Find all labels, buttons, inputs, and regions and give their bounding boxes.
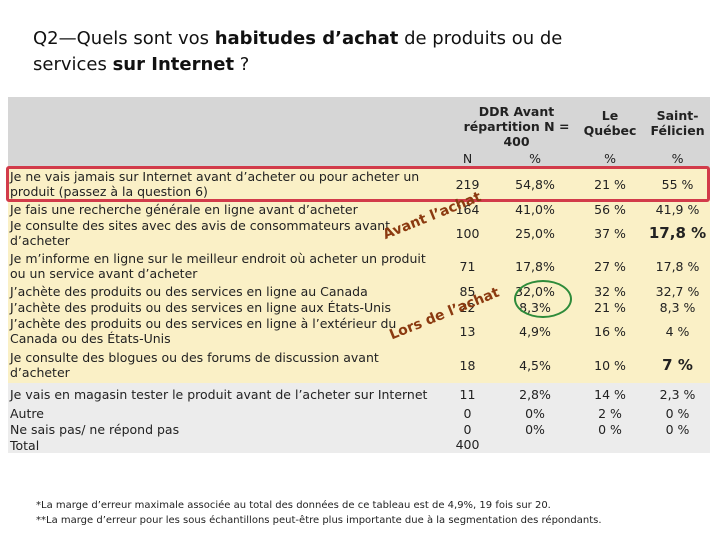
subheader-cell: N bbox=[440, 149, 495, 167]
title-bold: sur Internet bbox=[112, 54, 235, 75]
table-row: Je m’informe en ligne sur le meilleur en… bbox=[8, 249, 711, 283]
cell: 0 bbox=[440, 421, 495, 437]
row-label: Ne sais pas/ ne répond pas bbox=[8, 421, 440, 437]
row-label: Je consulte des blogues ou des forums de… bbox=[8, 347, 440, 383]
header-row: DDR Avant répartition N = 400 Le Québec Sa… bbox=[8, 97, 711, 167]
title-text: de produits ou de bbox=[398, 28, 563, 49]
cell: 0% bbox=[495, 421, 576, 437]
cell: 2 % bbox=[575, 405, 646, 421]
table: DDR Avant répartition N = 400 Le Québec Sa… bbox=[8, 97, 711, 453]
cell: 17,8 % bbox=[645, 217, 711, 249]
cell: 22 bbox=[440, 299, 495, 315]
table-row: Autre 0 0% 2 % 0 % bbox=[8, 405, 711, 421]
cell: 56 % bbox=[575, 201, 646, 217]
table-row: Je vais en magasin tester le produit ava… bbox=[8, 383, 711, 405]
cell: 10 % bbox=[575, 347, 646, 383]
cell: 71 bbox=[440, 249, 495, 283]
title: Q2—Quels sont vos habitudes d’achat de p… bbox=[33, 26, 593, 78]
row-label: J’achète des produits ou des services en… bbox=[8, 283, 440, 299]
table-row: Je fais une recherche générale en ligne … bbox=[8, 201, 711, 217]
row-label: Je m’informe en ligne sur le meilleur en… bbox=[8, 249, 440, 283]
cell: 8,3 % bbox=[645, 299, 711, 315]
cell: 164 bbox=[440, 201, 495, 217]
cell: 0 % bbox=[575, 421, 646, 437]
cell: 55 % bbox=[645, 167, 711, 201]
table-row: Je consulte des blogues ou des forums de… bbox=[8, 347, 711, 383]
title-text: Q2—Quels sont vos bbox=[33, 28, 215, 49]
cell bbox=[645, 437, 711, 453]
row-label: Je vais en magasin tester le produit ava… bbox=[8, 383, 440, 405]
subheader-cell: % bbox=[645, 149, 711, 167]
cell: 21 % bbox=[575, 167, 646, 201]
footnote: *La marge d’erreur maximale associée au … bbox=[36, 500, 551, 511]
cell: 7 % bbox=[645, 347, 711, 383]
cell: 0 % bbox=[645, 421, 711, 437]
footnote: **La marge d’erreur pour les sous échant… bbox=[36, 515, 602, 526]
table-row: J’achète des produits ou des services en… bbox=[8, 299, 711, 315]
table-row: J’achète des produits ou des services en… bbox=[8, 315, 711, 347]
cell: 54,8% bbox=[495, 167, 576, 201]
cell: 100 bbox=[440, 217, 495, 249]
cell: 0% bbox=[495, 405, 576, 421]
header-cell: Le Québec bbox=[575, 97, 646, 149]
table-row: Total 400 bbox=[8, 437, 711, 453]
cell: 4,9% bbox=[495, 315, 576, 347]
cell: 18 bbox=[440, 347, 495, 383]
footnotes: *La marge d’erreur maximale associée au … bbox=[36, 498, 602, 528]
cell: 32 % bbox=[575, 283, 646, 299]
cell: 17,8 % bbox=[645, 249, 711, 283]
cell: 37 % bbox=[575, 217, 646, 249]
cell: 16 % bbox=[575, 315, 646, 347]
cell bbox=[495, 437, 576, 453]
cell: 0 bbox=[440, 405, 495, 421]
header-cell: Saint-Félicien bbox=[645, 97, 711, 149]
highlight-box bbox=[6, 166, 710, 202]
cell: 85 bbox=[440, 283, 495, 299]
row-label: Je ne vais jamais sur Internet avant d’a… bbox=[8, 167, 440, 201]
row-label: Total bbox=[8, 437, 440, 453]
cell: 41,0% bbox=[495, 201, 576, 217]
table-row: Je ne vais jamais sur Internet avant d’a… bbox=[8, 167, 711, 201]
table-row: Je consulte des sites avec des avis de c… bbox=[8, 217, 711, 249]
cell: 41,9 % bbox=[645, 201, 711, 217]
subheader-row: N%%% bbox=[8, 149, 711, 167]
header-cell: DDR Avant répartition N = 400 bbox=[440, 97, 576, 149]
subheader-cell: % bbox=[575, 149, 646, 167]
cell: 17,8% bbox=[495, 249, 576, 283]
cell: 0 % bbox=[645, 405, 711, 421]
cell bbox=[575, 437, 646, 453]
title-text: services bbox=[33, 54, 113, 75]
cell: 21 % bbox=[575, 299, 646, 315]
cell: 14 % bbox=[575, 383, 646, 405]
cell: 2,8% bbox=[495, 383, 576, 405]
cell: 219 bbox=[440, 167, 495, 201]
table-row: J’achète des produits ou des services en… bbox=[8, 283, 711, 299]
cell: 2,3 % bbox=[645, 383, 711, 405]
cell: 4 % bbox=[645, 315, 711, 347]
row-label: Je consulte des sites avec des avis de c… bbox=[8, 217, 440, 249]
cell: 400 bbox=[440, 437, 495, 453]
cell: 4,5% bbox=[495, 347, 576, 383]
cell: 11 bbox=[440, 383, 495, 405]
header-cell bbox=[8, 97, 440, 167]
row-label: Je fais une recherche générale en ligne … bbox=[8, 201, 440, 217]
subheader-cell: % bbox=[495, 149, 576, 167]
row-label: Autre bbox=[8, 405, 440, 421]
row-label: J’achète des produits ou des services en… bbox=[8, 299, 440, 315]
row-label: J’achète des produits ou des services en… bbox=[8, 315, 440, 347]
table-row: Ne sais pas/ ne répond pas 0 0% 0 % 0 % bbox=[8, 421, 711, 437]
cell: 13 bbox=[440, 315, 495, 347]
cell: 25,0% bbox=[495, 217, 576, 249]
cell: 32,7 % bbox=[645, 283, 711, 299]
title-bold: habitudes d’achat bbox=[214, 28, 399, 49]
highlight-ellipse bbox=[514, 280, 572, 318]
cell: 27 % bbox=[575, 249, 646, 283]
title-text: ? bbox=[234, 54, 250, 75]
